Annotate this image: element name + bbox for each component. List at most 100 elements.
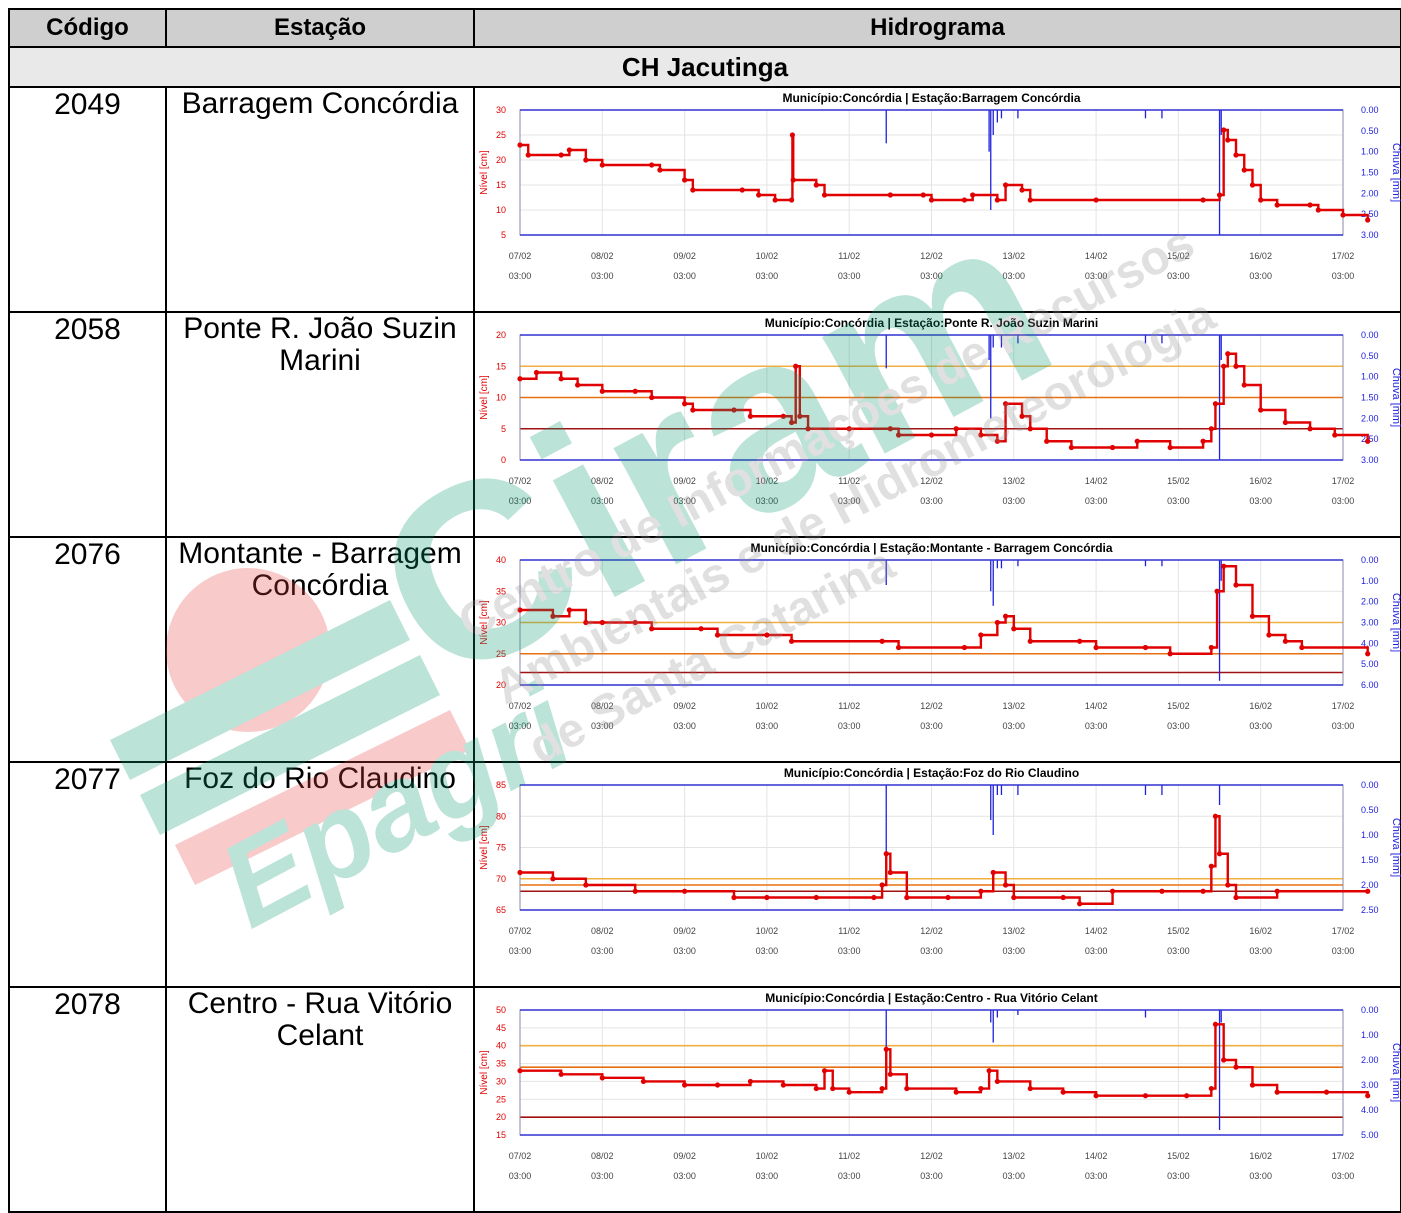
level-point: [1208, 426, 1214, 432]
level-point: [961, 644, 968, 651]
y2-tick-label: 2.00: [1361, 597, 1379, 607]
level-point: [1221, 363, 1227, 369]
x-tick-label: 13/02 03:00: [1003, 476, 1026, 506]
level-point: [583, 619, 589, 626]
y-tick-label: 15: [496, 1130, 506, 1140]
level-point: [1365, 217, 1371, 223]
level-point: [714, 632, 721, 638]
y2-tick-label: 5.00: [1361, 1130, 1379, 1140]
level-point: [990, 869, 996, 876]
header-estacao: Estação: [165, 8, 475, 48]
level-point: [1019, 187, 1025, 193]
x-tick-label: 11/02 03:00: [838, 1151, 861, 1181]
x-tick-label: 17/02 03:00: [1332, 476, 1355, 506]
level-point: [632, 619, 638, 626]
station-name: Barragem Concórdia: [165, 86, 475, 313]
level-point: [879, 1085, 885, 1092]
x-tick-label: 16/02 03:00: [1249, 926, 1272, 956]
x-tick-label: 07/02 03:00: [509, 1151, 532, 1181]
level-point: [764, 632, 770, 638]
level-series-line: [520, 128, 1369, 220]
group-title: CH Jacutinga: [8, 46, 1401, 88]
level-point: [945, 894, 951, 901]
level-point: [1200, 888, 1206, 894]
level-point: [978, 888, 984, 894]
station-name: Ponte R. João Suzin Marini: [165, 311, 475, 538]
y-tick-label: 30: [496, 105, 506, 115]
x-tick-label: 09/02 03:00: [673, 251, 696, 281]
table-row: 2078 Centro - Rua Vitório Celant Municíp…: [8, 986, 1401, 1213]
level-point: [978, 1085, 984, 1092]
chart-title: Município:Concórdia | Estação:Ponte R. J…: [765, 316, 1098, 330]
level-point: [1282, 638, 1288, 644]
level-point: [1068, 444, 1075, 451]
y2-tick-label: 0.50: [1361, 351, 1379, 361]
level-point: [1002, 401, 1009, 407]
level-point: [780, 413, 786, 419]
x-tick-label: 12/02 03:00: [920, 926, 943, 956]
level-point: [1027, 426, 1033, 432]
x-tick-label: 15/02 03:00: [1167, 1151, 1190, 1181]
x-tick-label: 13/02 03:00: [1003, 701, 1026, 731]
y-tick-label: 5: [501, 230, 506, 240]
x-tick-label: 11/02 03:00: [838, 476, 861, 506]
level-point: [690, 187, 696, 193]
level-point: [772, 197, 778, 203]
level-point: [1167, 444, 1173, 451]
level-point: [1241, 167, 1247, 173]
level-point: [846, 1089, 852, 1095]
y-tick-label: 20: [496, 680, 506, 690]
level-point: [978, 432, 984, 438]
hydrograph-chart: Município:Concórdia | Estação:Ponte R. J…: [479, 316, 1401, 506]
level-point: [1241, 382, 1247, 388]
level-point: [1200, 197, 1206, 203]
level-point: [583, 157, 589, 163]
y2-tick-label: 1.00: [1361, 147, 1379, 157]
level-point: [1274, 888, 1280, 894]
hydrograph-chart: Município:Concórdia | Estação:Foz do Rio…: [479, 766, 1401, 956]
x-tick-label: 09/02 03:00: [673, 701, 696, 731]
level-point: [978, 632, 984, 638]
x-tick-label: 17/02 03:00: [1332, 926, 1355, 956]
level-point: [813, 1085, 819, 1092]
level-point: [1365, 651, 1371, 657]
x-tick-label: 11/02 03:00: [838, 926, 861, 956]
x-tick-label: 14/02 03:00: [1085, 926, 1108, 956]
level-point: [1258, 407, 1264, 413]
level-point: [1027, 638, 1033, 644]
hydrograph-cell: Município:Concórdia | Estação:Montante -…: [473, 536, 1401, 763]
y-tick-label: 35: [496, 1059, 506, 1069]
y-tick-label: 75: [496, 843, 506, 853]
y-axis-label: Nível [cm]: [479, 600, 490, 645]
level-point: [1093, 1093, 1099, 1099]
y-tick-label: 25: [496, 130, 506, 140]
y-axis-label: Nível [cm]: [479, 825, 490, 870]
x-tick-label: 12/02 03:00: [920, 1151, 943, 1181]
level-point: [813, 894, 819, 901]
level-point: [1011, 894, 1017, 901]
hydrograph-table: Código Estação Hidrograma CH Jacutinga 2…: [8, 8, 1401, 1213]
level-point: [986, 1068, 992, 1074]
y-axis-label: Nível [cm]: [479, 150, 490, 195]
level-point: [558, 376, 564, 382]
level-point: [682, 1082, 688, 1088]
y2-tick-label: 3.00: [1361, 1080, 1379, 1090]
y-tick-label: 65: [496, 905, 506, 915]
y-axis-label: Nível [cm]: [479, 375, 490, 420]
level-point: [1299, 644, 1305, 651]
level-series-line: [520, 565, 1369, 655]
y-tick-label: 85: [496, 780, 506, 790]
level-point: [788, 197, 795, 203]
level-point: [1365, 888, 1371, 894]
y2-tick-label: 2.00: [1361, 413, 1379, 423]
level-point: [1109, 444, 1116, 451]
x-tick-label: 09/02 03:00: [673, 1151, 696, 1181]
level-point: [1109, 888, 1116, 894]
level-point: [517, 1068, 523, 1074]
level-point: [1233, 1064, 1239, 1070]
level-point: [1060, 1089, 1066, 1095]
level-point: [994, 197, 1000, 203]
level-point: [1093, 197, 1099, 203]
level-point: [1233, 152, 1239, 158]
level-point: [1225, 882, 1231, 888]
